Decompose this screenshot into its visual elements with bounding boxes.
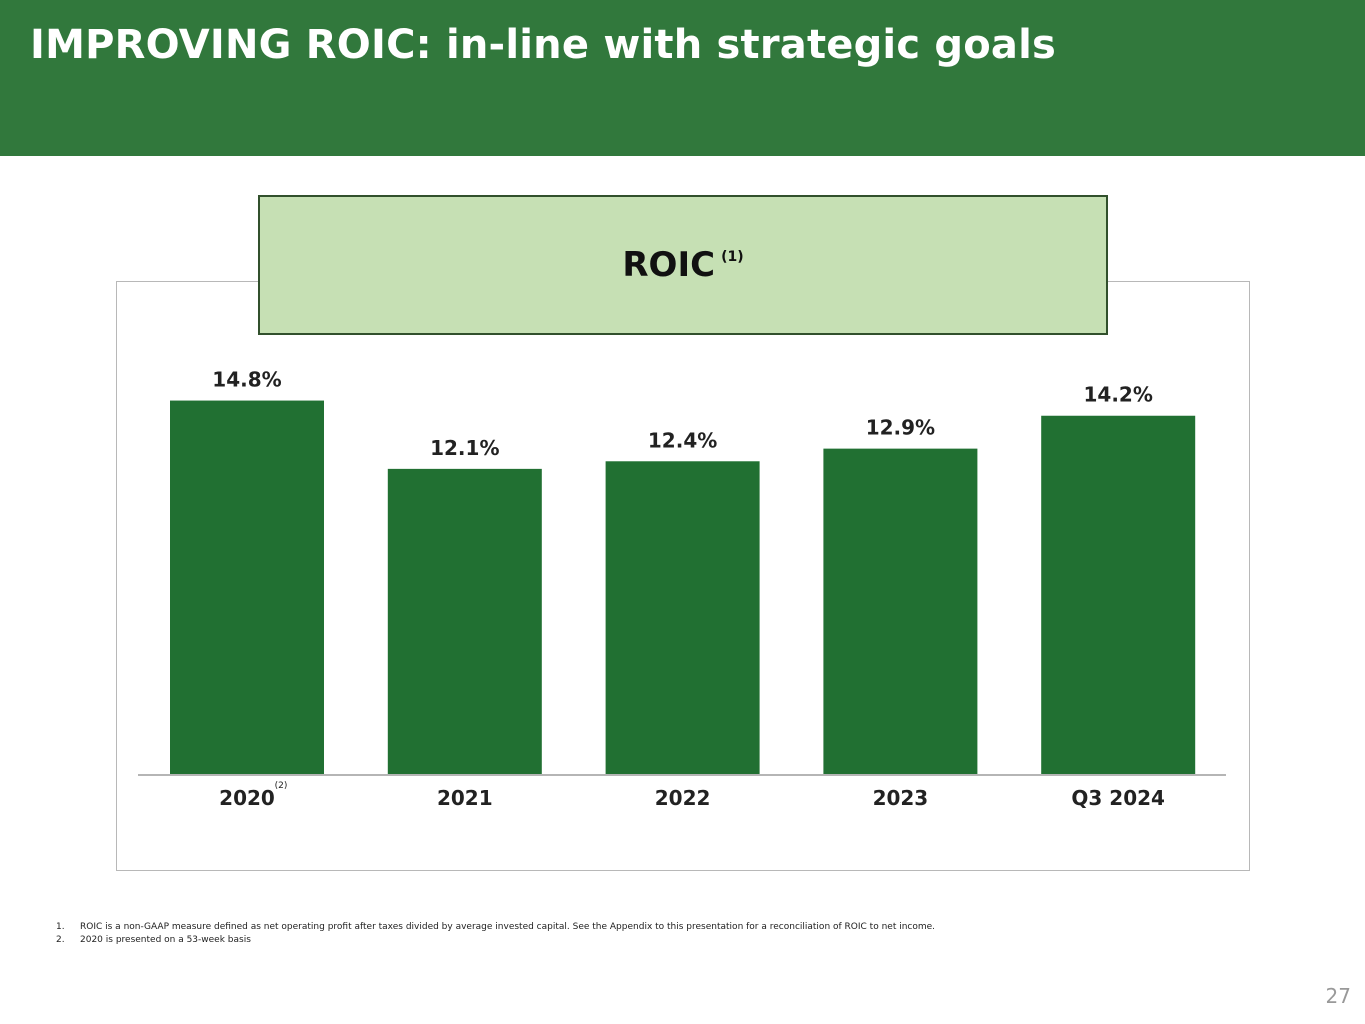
data-label: 12.1%: [430, 436, 499, 460]
chart-title-text: ROIC: [622, 245, 716, 285]
data-label: 12.9%: [866, 416, 935, 440]
category-label: 2022: [655, 786, 711, 810]
bar-q3-2024: [1041, 415, 1196, 775]
data-label: 14.8%: [212, 368, 281, 392]
slide-title: IMPROVING ROIC: in-line with strategic g…: [30, 22, 1057, 68]
bar-2023: [823, 448, 978, 775]
category-label: Q3 2024: [1071, 786, 1165, 810]
chart-title: ROIC (1): [622, 245, 743, 285]
chart-title-box: ROIC (1): [258, 195, 1108, 335]
category-label: 2023: [873, 786, 929, 810]
category-label: 2020: [219, 786, 275, 810]
category-footnote-marker: (2): [275, 781, 288, 791]
footnote-text: ROIC is a non-GAAP measure defined as ne…: [80, 922, 936, 932]
slide-header: IMPROVING ROIC: in-line with strategic g…: [0, 0, 1365, 156]
data-label: 12.4%: [648, 428, 717, 452]
bar-2020: [170, 400, 324, 775]
category-label: 2021: [437, 786, 493, 810]
footnote-text: 2020 is presented on a 53-week basis: [80, 935, 251, 945]
footnote-number: 2.: [56, 935, 65, 945]
page-number: 27: [1325, 984, 1351, 1008]
footnotes: 1. ROIC is a non-GAAP measure defined as…: [56, 921, 935, 947]
footnote-number: 1.: [56, 922, 65, 932]
data-label: 14.2%: [1084, 383, 1153, 407]
chart-title-footnote-marker: (1): [721, 249, 744, 265]
footnote-1: 1. ROIC is a non-GAAP measure defined as…: [56, 921, 935, 934]
bar-2021: [387, 468, 542, 775]
bar-2022: [605, 461, 760, 775]
footnote-2: 2. 2020 is presented on a 53-week basis: [56, 934, 935, 947]
